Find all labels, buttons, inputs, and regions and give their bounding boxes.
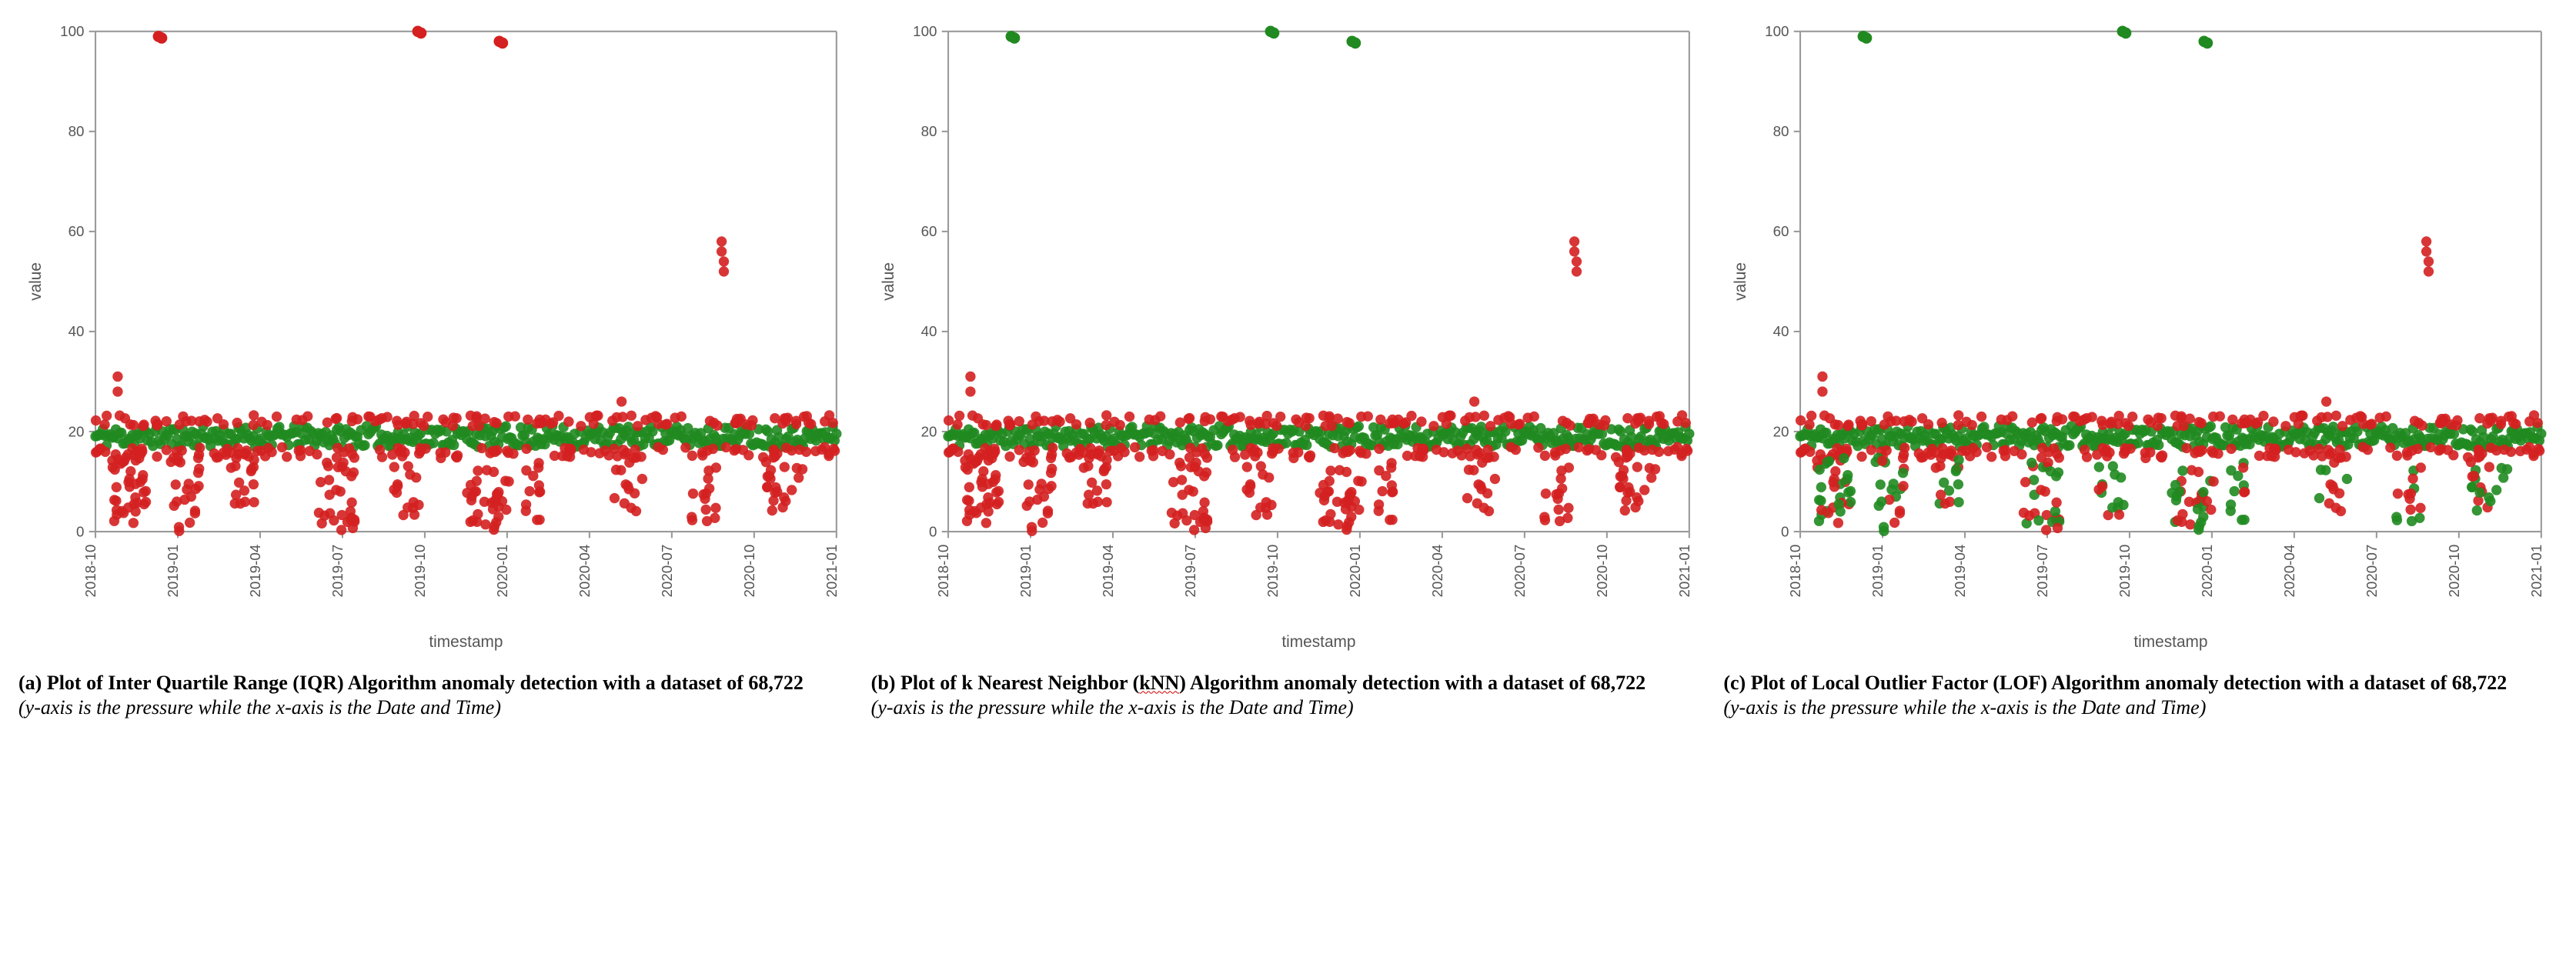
svg-text:timestamp: timestamp: [1281, 633, 1355, 651]
svg-text:value: value: [1732, 262, 1750, 301]
svg-text:40: 40: [1773, 323, 1789, 339]
svg-text:2019-04: 2019-04: [1952, 545, 1968, 598]
svg-text:2019-07: 2019-07: [2034, 545, 2050, 598]
svg-text:60: 60: [68, 223, 85, 239]
svg-text:2019-01: 2019-01: [1869, 545, 1886, 598]
svg-text:2019-07: 2019-07: [329, 545, 346, 598]
caption-b-bold-pre: (b) Plot of k Nearest Neighbor (: [871, 672, 1140, 694]
svg-text:60: 60: [920, 223, 937, 239]
figure-row: 0 20 40 60 80 100 2018-10 2019-01 2019-04 2019-07…: [0, 0, 2576, 729]
svg-text:2020-01: 2020-01: [1347, 545, 1363, 598]
svg-text:2019-07: 2019-07: [1182, 545, 1198, 598]
svg-text:20: 20: [1773, 423, 1789, 439]
svg-text:0: 0: [929, 523, 937, 539]
svg-text:2019-01: 2019-01: [165, 545, 181, 598]
svg-text:timestamp: timestamp: [2134, 633, 2208, 651]
caption-c: (c) Plot of Local Outlier Factor (LOF) A…: [1723, 671, 2515, 721]
panel-c: 0 20 40 60 80 100 2018-10 2019-01 2019-04 2019-07…: [1723, 15, 2558, 721]
svg-text:20: 20: [68, 423, 85, 439]
caption-a-italic: (y-axis is the pressure while the x-axis…: [18, 696, 501, 719]
svg-text:2020-01: 2020-01: [494, 545, 510, 598]
svg-text:2019-10: 2019-10: [1265, 545, 1281, 598]
svg-text:2021-01: 2021-01: [1676, 545, 1692, 598]
svg-text:value: value: [880, 262, 897, 301]
svg-text:2021-01: 2021-01: [824, 545, 840, 598]
svg-text:2020-10: 2020-10: [1594, 545, 1610, 598]
svg-text:2020-07: 2020-07: [659, 545, 675, 598]
caption-a: (a) Plot of Inter Quartile Range (IQR) A…: [18, 671, 810, 721]
panel-a: 0 20 40 60 80 100 2018-10 2019-01 2019-04 2019-07…: [18, 15, 853, 721]
svg-text:2018-10: 2018-10: [1787, 545, 1803, 598]
svg-text:2018-10: 2018-10: [82, 545, 99, 598]
caption-c-italic: (y-axis is the pressure while the x-axis…: [1723, 696, 2206, 719]
svg-text:60: 60: [1773, 223, 1789, 239]
svg-text:100: 100: [60, 23, 84, 39]
caption-a-bold: (a) Plot of Inter Quartile Range (IQR) A…: [18, 672, 804, 694]
chart-c: 0 20 40 60 80 100 2018-10 2019-01 2019-04 2019-07…: [1723, 15, 2558, 657]
svg-text:2019-04: 2019-04: [1100, 545, 1116, 598]
svg-text:80: 80: [1773, 123, 1789, 139]
svg-text:40: 40: [68, 323, 85, 339]
scatter-plot-c: 0 20 40 60 80 100 2018-10 2019-01 2019-04 2019-07…: [1723, 15, 2558, 657]
panel-b: 0 20 40 60 80 100 2018-10 2019-01 2019-04 2019-07…: [871, 15, 1706, 721]
svg-text:40: 40: [920, 323, 937, 339]
caption-b-bold-spell: kNN: [1139, 672, 1179, 694]
svg-text:2021-01: 2021-01: [2528, 545, 2544, 598]
svg-text:2020-01: 2020-01: [2199, 545, 2215, 598]
chart-a: 0 20 40 60 80 100 2018-10 2019-01 2019-04 2019-07…: [18, 15, 853, 657]
svg-text:2020-04: 2020-04: [576, 545, 593, 598]
svg-text:80: 80: [68, 123, 85, 139]
svg-text:value: value: [27, 262, 45, 301]
scatter-plot-a: 0 20 40 60 80 100 2018-10 2019-01 2019-04 2019-07…: [18, 15, 853, 657]
svg-text:2020-04: 2020-04: [1429, 545, 1445, 598]
svg-text:100: 100: [913, 23, 937, 39]
svg-text:2020-04: 2020-04: [2281, 545, 2297, 598]
svg-text:2020-10: 2020-10: [2446, 545, 2462, 598]
caption-b-italic: (y-axis is the pressure while the x-axis…: [871, 696, 1354, 719]
svg-text:2019-10: 2019-10: [412, 545, 428, 598]
chart-b: 0 20 40 60 80 100 2018-10 2019-01 2019-04 2019-07…: [871, 15, 1706, 657]
svg-text:100: 100: [1765, 23, 1789, 39]
svg-text:timestamp: timestamp: [429, 633, 503, 651]
svg-text:2019-04: 2019-04: [247, 545, 263, 598]
svg-text:2020-07: 2020-07: [1512, 545, 1528, 598]
svg-text:2019-01: 2019-01: [1017, 545, 1034, 598]
svg-text:2019-10: 2019-10: [2117, 545, 2133, 598]
svg-text:80: 80: [920, 123, 937, 139]
svg-text:20: 20: [920, 423, 937, 439]
caption-c-bold: (c) Plot of Local Outlier Factor (LOF) A…: [1723, 672, 2507, 694]
svg-text:2020-10: 2020-10: [741, 545, 757, 598]
svg-text:0: 0: [76, 523, 84, 539]
svg-text:0: 0: [1781, 523, 1789, 539]
svg-text:2018-10: 2018-10: [935, 545, 951, 598]
caption-b-bold-post: ) Algorithm anomaly detection with a dat…: [1179, 672, 1645, 694]
svg-text:2020-07: 2020-07: [2364, 545, 2380, 598]
caption-b: (b) Plot of k Nearest Neighbor (kNN) Alg…: [871, 671, 1663, 721]
scatter-plot-b: 0 20 40 60 80 100 2018-10 2019-01 2019-04 2019-07…: [871, 15, 1706, 657]
